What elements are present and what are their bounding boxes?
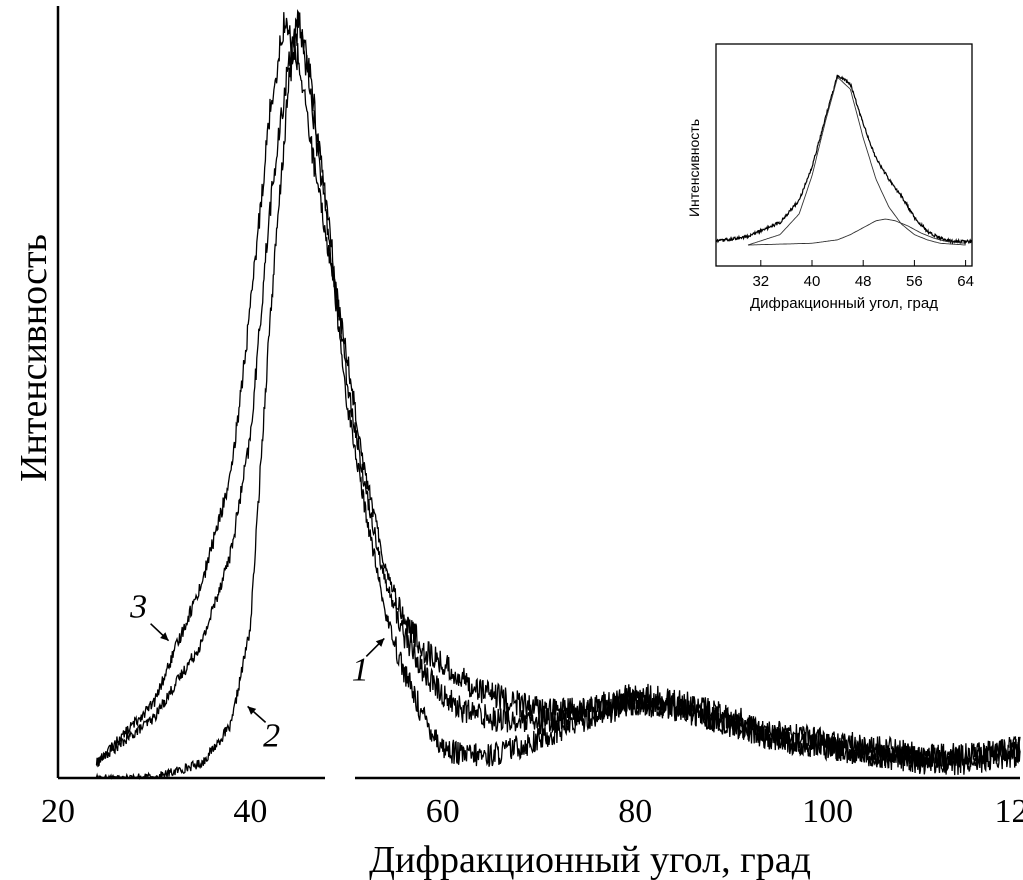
series-line-3 bbox=[95, 12, 1021, 768]
inset-chart: 32 40 48 56 64 Дифракционный угол, град Инте… bbox=[686, 43, 974, 312]
main-x-axis-label: Дифракционный угол, град bbox=[369, 839, 811, 880]
main-x-tick-label: 80 bbox=[618, 793, 652, 830]
main-x-tick-label: 100 bbox=[802, 793, 853, 830]
main-chart: 20406080100120 Дифракционный угол, град … bbox=[13, 6, 1023, 880]
inset-x-tick-label: 40 bbox=[804, 273, 821, 290]
inset-measured-curve bbox=[715, 74, 973, 246]
inset-x-tick-label: 64 bbox=[957, 273, 974, 290]
main-y-axis-label: Интенсивность bbox=[13, 234, 55, 482]
inset-y-axis-label: Интенсивность bbox=[686, 119, 702, 217]
main-series-group bbox=[95, 9, 1021, 780]
annotation-arrow-head bbox=[247, 706, 257, 715]
annotation-label: 2 bbox=[263, 717, 280, 754]
inset-x-tick-label: 32 bbox=[752, 273, 769, 290]
inset-series-group bbox=[715, 74, 973, 246]
inset-x-axis-label: Дифракционный угол, град bbox=[750, 295, 938, 312]
series-line-1 bbox=[95, 14, 1021, 780]
inset-x-tick-labels: 32 40 48 56 64 bbox=[752, 260, 974, 290]
annotation-arrow-head bbox=[375, 638, 385, 647]
annotation-label: 3 bbox=[129, 589, 147, 626]
inset-fit-curve-1 bbox=[747, 77, 966, 246]
annotation-3: 3 bbox=[129, 589, 170, 642]
annotation-2: 2 bbox=[247, 705, 280, 754]
inset-fit-curve-2 bbox=[748, 218, 966, 246]
main-x-tick-label: 20 bbox=[41, 793, 75, 830]
annotation-label: 1 bbox=[352, 651, 369, 688]
main-x-tick-label: 40 bbox=[233, 793, 267, 830]
inset-frame bbox=[715, 43, 973, 267]
main-x-tick-label: 120 bbox=[995, 793, 1023, 830]
series-line-2 bbox=[95, 9, 1021, 770]
annotation-arrow-head bbox=[160, 632, 169, 641]
annotation-1: 1 bbox=[352, 637, 385, 688]
inset-x-tick-label: 56 bbox=[906, 273, 923, 290]
inset-x-tick-label: 48 bbox=[855, 273, 872, 290]
main-x-tick-labels: 20 40 60 80 100 120 bbox=[41, 793, 1023, 830]
main-x-tick-label: 60 bbox=[426, 793, 460, 830]
curve-annotations: 3 2 1 bbox=[129, 589, 385, 754]
